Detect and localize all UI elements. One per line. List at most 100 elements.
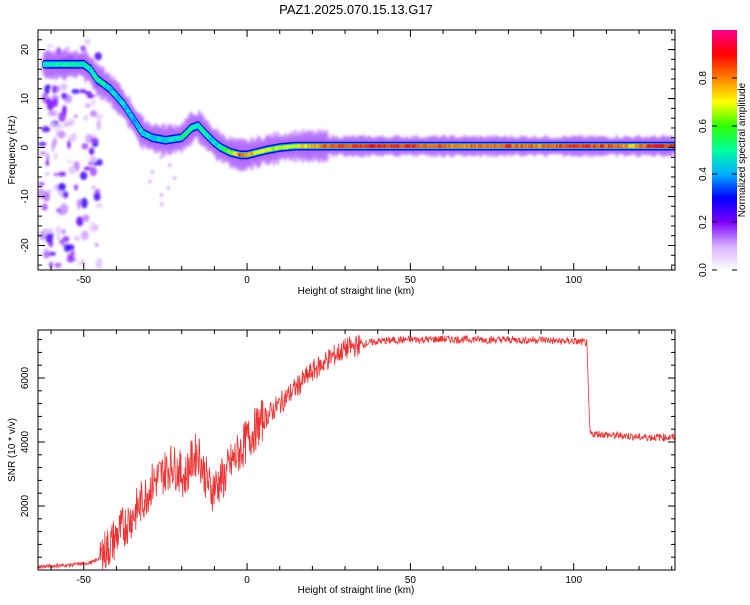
noise-blob: [89, 110, 98, 118]
noise-blob: [95, 202, 103, 209]
noise-blob: [44, 172, 51, 176]
snr-ytick-label: 6000: [20, 366, 31, 389]
noise-blob: [160, 202, 164, 207]
noise-blob: [159, 192, 163, 197]
colorbar-tick-label: 0.0: [698, 263, 709, 277]
snr-frame: [37, 329, 676, 571]
snr-ytick-label: 2000: [20, 494, 31, 517]
spectrogram-ytick-label: 0: [20, 144, 31, 150]
noise-blob: [95, 258, 103, 270]
noise-blob: [87, 95, 94, 99]
noise-blob: [63, 243, 71, 253]
noise-blob: [83, 114, 89, 122]
snr-xlabel: Height of straight line (km): [298, 585, 415, 596]
noise-blob: [50, 122, 56, 129]
colorbar-tick-label: 0.4: [698, 167, 709, 181]
noise-blob: [66, 159, 74, 164]
snr-xtick-label: 100: [565, 575, 582, 586]
spectrogram-axes: -50 0 50 100 -20 -10 0 10 20: [20, 29, 675, 286]
noise-blob: [57, 130, 66, 139]
spectrogram-frame: [37, 29, 676, 271]
figure-title: PAZ1.2025.070.15.13.G17: [279, 2, 433, 17]
snr-ylabel: SNR (10 * v/v): [7, 418, 18, 482]
noise-blob: [59, 239, 64, 244]
noise-blob: [39, 151, 47, 155]
colorbar: 0.0 0.2 0.4 0.6 0.8 Normalized spectral ampl…: [698, 30, 748, 277]
noise-blob: [77, 260, 82, 267]
noise-blob: [79, 171, 88, 181]
noise-blob: [46, 152, 50, 162]
noise-blob: [38, 188, 46, 200]
noise-blob: [56, 225, 61, 235]
noise-blob: [74, 184, 78, 191]
noise-blob: [58, 111, 66, 122]
noise-blob: [67, 140, 71, 149]
spectrogram-ytick-label: -10: [20, 189, 31, 204]
colorbar-label: Normalized spectral amplitude: [737, 82, 748, 217]
noise-blob: [66, 254, 74, 263]
noise-blob: [91, 185, 96, 190]
noise-blob: [41, 126, 51, 133]
spectrogram-panel: -50 0 50 100 -20 -10 0 10 20 Height of straight …: [7, 29, 676, 297]
noise-blob: [38, 182, 45, 186]
spectrogram-xtick-label: 100: [565, 275, 582, 286]
snr-xtick-label: -50: [77, 575, 92, 586]
noise-blob: [89, 166, 97, 177]
noise-blob: [43, 250, 51, 259]
noise-blob: [90, 137, 99, 144]
noise-blob: [47, 189, 53, 193]
spectrogram-xtick-label: -50: [77, 275, 92, 286]
noise-blob: [53, 172, 59, 177]
spectrogram-xtick-label: 0: [244, 275, 250, 286]
spectrogram-ytick-label: -20: [20, 238, 31, 253]
noise-blob: [81, 230, 89, 241]
noise-blob: [62, 235, 70, 243]
noise-blob: [49, 261, 53, 269]
snr-ytick-label: 4000: [20, 430, 31, 453]
noise-blob: [59, 203, 69, 215]
spectral-amplitude-field: [38, 38, 675, 270]
noise-blob: [94, 52, 102, 61]
noise-blob: [51, 140, 55, 152]
noise-blob: [74, 236, 81, 241]
noise-blob: [80, 197, 88, 209]
noise-blob: [39, 231, 46, 241]
noise-blob: [92, 161, 99, 166]
spectrogram-ytick-label: 20: [20, 44, 31, 56]
snr-line: [38, 335, 675, 570]
noise-blob: [88, 147, 95, 156]
spectrogram-ylabel: Frequency (Hz): [7, 116, 18, 185]
noise-blob: [59, 83, 68, 91]
noise-blob: [52, 84, 57, 94]
noise-blob: [45, 44, 54, 48]
colorbar-tick-label: 0.8: [698, 71, 709, 85]
noise-blob: [38, 142, 47, 147]
noise-blob: [80, 45, 86, 52]
noise-blob: [54, 262, 62, 268]
noise-blob: [89, 155, 97, 163]
noise-blob: [47, 233, 55, 237]
noise-blob: [43, 248, 49, 252]
noise-blob: [47, 110, 56, 117]
noise-blob: [76, 216, 84, 227]
spectrogram-xlabel: Height of straight line (km): [298, 286, 415, 297]
noise-blob: [95, 114, 104, 119]
colorbar-ticks: 0.0 0.2 0.4 0.6 0.8: [698, 71, 737, 277]
noise-blob: [84, 103, 91, 108]
noise-blob: [92, 224, 99, 231]
noise-blob: [168, 163, 172, 168]
noise-blob: [73, 114, 78, 118]
noise-blob: [56, 234, 61, 241]
snr-axes: -50 0 50 100 2000 4000 6000: [20, 330, 675, 586]
noise-blob: [79, 89, 87, 94]
snr-plot-area: [38, 330, 675, 570]
noise-blob: [71, 132, 77, 143]
colorbar-strip: [712, 30, 737, 270]
noise-blob: [94, 242, 99, 248]
noise-blob: [44, 84, 50, 95]
noise-blob: [58, 171, 67, 177]
noise-blob: [45, 159, 50, 167]
noise-blob: [96, 119, 102, 131]
noise-blob: [82, 214, 90, 222]
